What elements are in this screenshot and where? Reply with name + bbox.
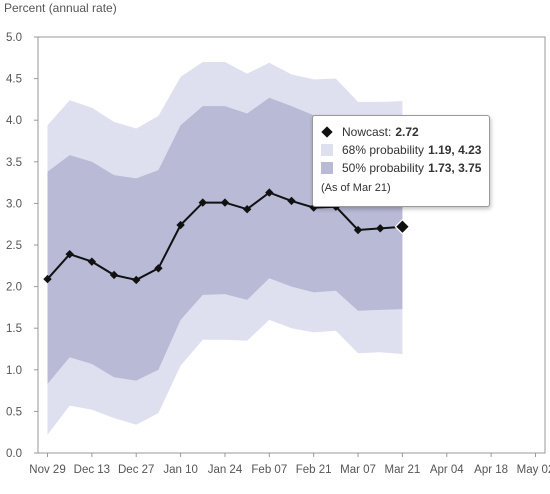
nowcast-point — [220, 198, 230, 207]
nowcast-point — [154, 264, 163, 273]
y-tick-label: 1.0 — [6, 365, 22, 377]
y-tick-label: 2.5 — [6, 240, 22, 252]
nowcast-point — [65, 249, 74, 259]
nowcast-point-latest — [394, 218, 411, 235]
swatch-50-icon — [321, 162, 333, 174]
nowcast-point — [87, 257, 97, 266]
x-tick-label: Feb 21 — [296, 464, 332, 476]
y-tick-label: 4.5 — [6, 74, 22, 86]
x-tick-label: Nov 29 — [29, 464, 65, 476]
nowcast-tooltip: Nowcast: 2.72 68% probability 1.19, 4.23… — [312, 115, 490, 207]
y-tick-label: 2.0 — [6, 282, 22, 294]
y-tick-label: 3.0 — [6, 198, 22, 210]
x-tick-label: Jan 10 — [163, 464, 198, 476]
nowcast-point — [132, 275, 141, 285]
axes: 0.0 0.5 1.0 1.5 2.0 2.5 3.0 3.5 4.0 4.5 5.0 Nov 29 D… — [6, 32, 550, 476]
x-tick-label: May 02 — [517, 464, 550, 476]
tooltip-68-value: 1.19, 4.23 — [428, 143, 482, 157]
nowcast-point — [109, 270, 119, 280]
tooltip-note: (As of Mar 21) — [321, 182, 391, 194]
x-tick-label: Mar 07 — [340, 464, 376, 476]
swatch-68-icon — [321, 144, 333, 156]
nowcast-point — [43, 274, 52, 284]
x-tick-label: Apr 04 — [430, 464, 464, 476]
tooltip-50-label: 50% probability — [342, 161, 425, 175]
y-tick-label: 0.5 — [6, 406, 22, 418]
tooltip-nowcast-value: 2.72 — [395, 125, 419, 139]
y-tick-label: 1.5 — [6, 323, 22, 335]
nowcast-point — [265, 188, 274, 197]
nowcast-point — [376, 224, 385, 233]
nowcast-point — [309, 203, 318, 212]
y-tick-label: 0.0 — [6, 448, 22, 460]
diamond-icon — [321, 126, 333, 138]
y-tick-label: 3.5 — [6, 157, 22, 169]
nowcast-point — [353, 225, 363, 235]
y-tick-label: 5.0 — [6, 32, 22, 44]
y-axis-label: Percent (annual rate) — [4, 1, 117, 15]
x-tick-label: Feb 07 — [251, 464, 287, 476]
y-tick-label: 4.0 — [6, 115, 22, 127]
x-tick-label: Dec 27 — [118, 464, 154, 476]
nowcast-point — [198, 198, 207, 207]
tooltip-50-value: 1.73, 3.75 — [428, 161, 482, 175]
nowcast-point — [242, 205, 252, 214]
tooltip-nowcast-label: Nowcast: — [342, 125, 392, 139]
x-tick-label: Dec 13 — [74, 464, 110, 476]
nowcast-point — [176, 220, 185, 230]
nowcast-point — [287, 196, 296, 206]
tooltip-68-label: 68% probability — [342, 143, 425, 157]
x-tick-label: Apr 18 — [474, 464, 508, 476]
x-tick-label: Mar 21 — [385, 464, 421, 476]
x-tick-label: Jan 24 — [208, 464, 243, 476]
